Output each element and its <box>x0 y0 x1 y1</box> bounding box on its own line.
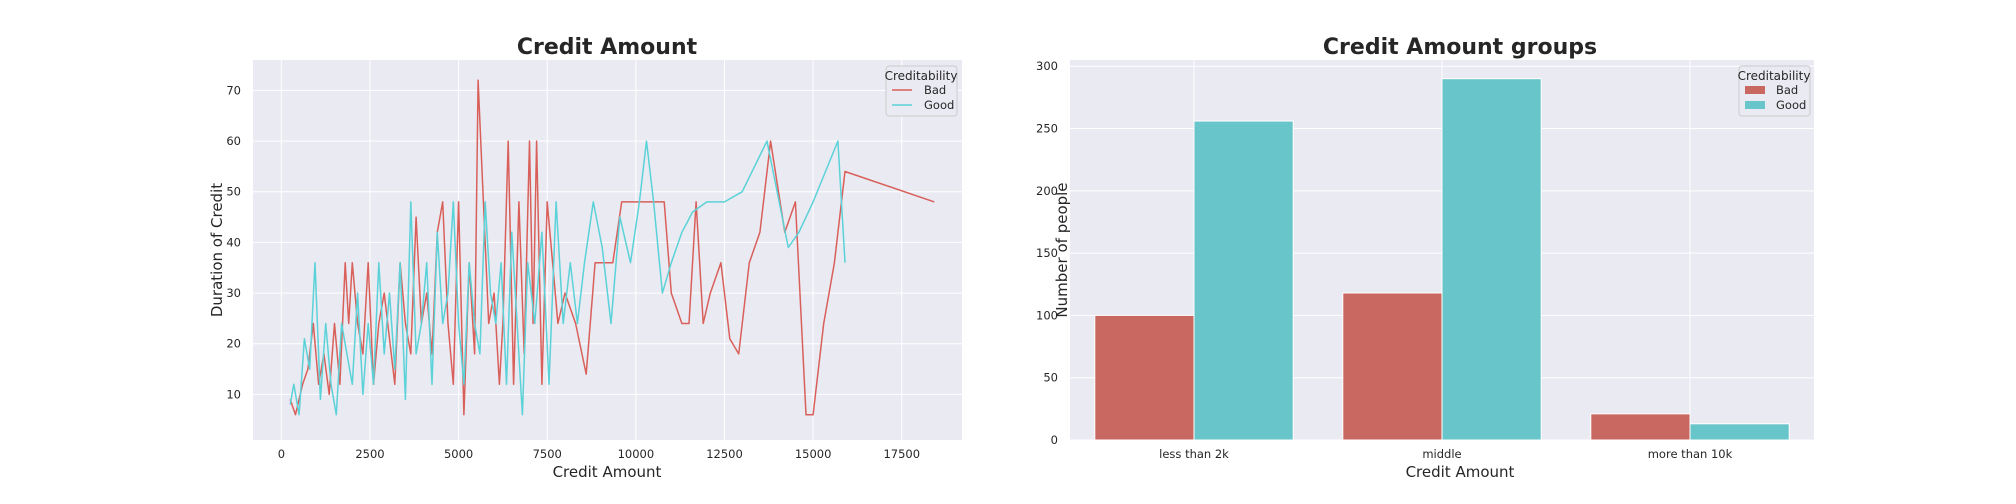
line-chart: 0 2500 5000 7500 10000 12500 15000 17500 10 20 30 4… <box>208 35 962 481</box>
y-tick-label: 100 <box>1036 308 1058 322</box>
y-tick-label: 10 <box>226 387 241 401</box>
x-tick-label: 15000 <box>795 447 832 461</box>
line-chart-legend: Creditability Bad Good <box>885 65 958 117</box>
line-chart-grid <box>253 60 962 440</box>
bar-bad <box>1590 413 1691 441</box>
legend-label-good: Good <box>1776 98 1806 112</box>
bar-chart-ticks: 0 50 100 150 200 250 300 less than 2k middle more… <box>1036 59 1733 461</box>
bar-chart-legend-title: Creditability <box>1738 69 1811 83</box>
y-tick-label: 150 <box>1036 246 1058 260</box>
bar-bad <box>1094 314 1195 441</box>
y-tick-label: 60 <box>226 134 241 148</box>
x-tick-label: 17500 <box>883 447 920 461</box>
line-chart-ticks: 0 2500 5000 7500 10000 12500 15000 17500 10 20 30 4… <box>226 83 920 461</box>
bar-chart: 0 50 100 150 200 250 300 less than 2k middle more… <box>1036 35 1814 481</box>
bar-chart-xlabel: Credit Amount <box>1406 463 1515 481</box>
line-chart-ylabel: Duration of Credit <box>208 183 226 317</box>
bar-good <box>1193 120 1294 441</box>
y-tick-label: 250 <box>1036 122 1058 136</box>
series-line-good <box>289 140 846 416</box>
x-tick-label: less than 2k <box>1159 447 1229 461</box>
bar-chart-bars <box>1094 78 1790 441</box>
line-chart-title: Credit Amount <box>517 35 698 60</box>
bar-chart-legend: Creditability Bad Good <box>1738 65 1811 117</box>
y-tick-label: 20 <box>226 337 241 351</box>
x-tick-label: 5000 <box>444 447 473 461</box>
x-tick-label: 10000 <box>618 447 655 461</box>
x-tick-label: 12500 <box>706 447 743 461</box>
bar-chart-title: Credit Amount groups <box>1323 35 1597 60</box>
y-tick-label: 200 <box>1036 184 1058 198</box>
line-chart-series <box>289 79 935 416</box>
y-tick-label: 40 <box>226 235 241 249</box>
legend-swatch-bad <box>1745 86 1765 94</box>
line-chart-legend-title: Creditability <box>885 69 958 83</box>
legend-label-bad: Bad <box>1776 83 1798 97</box>
legend-swatch-good <box>1745 101 1765 109</box>
line-chart-plot-area <box>253 60 962 440</box>
bar-good <box>1441 78 1542 441</box>
x-tick-label: middle <box>1422 447 1461 461</box>
x-tick-label: 0 <box>278 447 285 461</box>
y-tick-label: 0 <box>1051 433 1058 447</box>
bar-good <box>1689 423 1790 441</box>
y-tick-label: 50 <box>1043 371 1058 385</box>
bar-bad <box>1342 292 1443 441</box>
y-tick-label: 50 <box>226 185 241 199</box>
legend-label-bad: Bad <box>924 83 946 97</box>
y-tick-label: 70 <box>226 83 241 97</box>
line-chart-legend-box <box>885 65 958 117</box>
bar-chart-ylabel: Number of people <box>1053 182 1071 317</box>
x-tick-label: 7500 <box>533 447 562 461</box>
y-tick-label: 300 <box>1036 59 1058 73</box>
y-tick-label: 30 <box>226 286 241 300</box>
series-line-bad <box>289 79 935 416</box>
x-tick-label: 2500 <box>355 447 384 461</box>
x-tick-label: more than 10k <box>1648 447 1733 461</box>
line-chart-xlabel: Credit Amount <box>553 463 662 481</box>
legend-label-good: Good <box>924 98 954 112</box>
